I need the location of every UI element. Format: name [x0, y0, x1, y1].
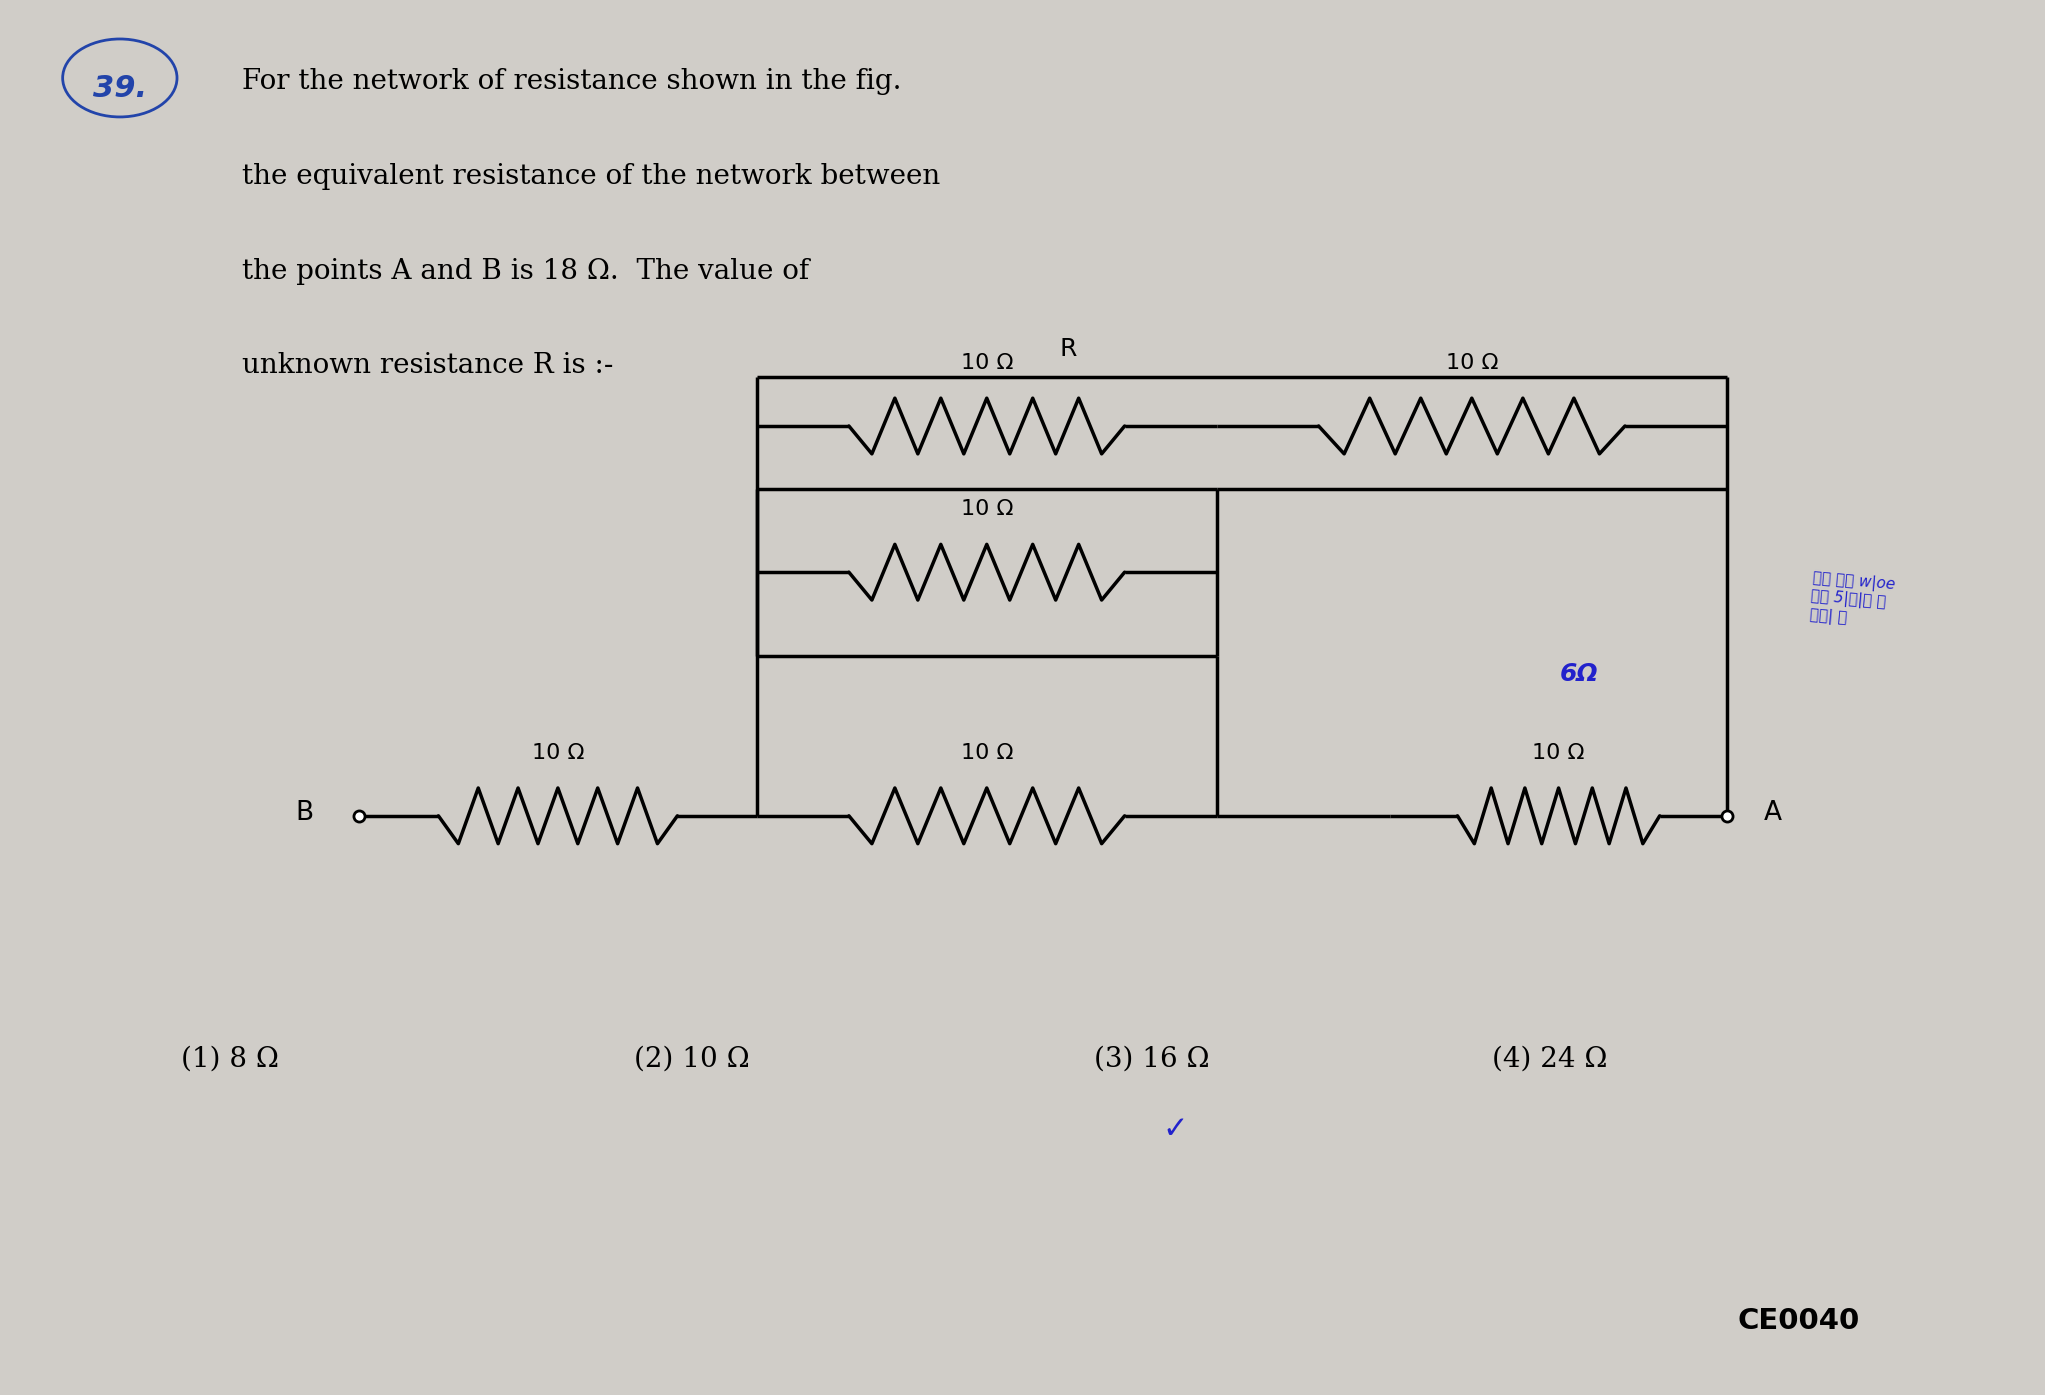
Text: एक दी w|oe
रा 5|३|र ट
२२| ट: एक दी w|oe रा 5|३|र ट २२| ट	[1808, 571, 1896, 631]
Text: (2) 10 Ω: (2) 10 Ω	[634, 1046, 751, 1073]
Text: (3) 16 Ω: (3) 16 Ω	[1094, 1046, 1209, 1073]
Text: 6Ω: 6Ω	[1560, 663, 1599, 686]
Text: For the network of resistance shown in the fig.: For the network of resistance shown in t…	[243, 68, 902, 95]
Text: CE0040: CE0040	[1738, 1307, 1859, 1335]
Text: 10 Ω: 10 Ω	[532, 744, 585, 763]
Text: A: A	[1765, 801, 1781, 826]
Text: 10 Ω: 10 Ω	[1446, 353, 1499, 372]
Text: the equivalent resistance of the network between: the equivalent resistance of the network…	[243, 163, 941, 190]
Text: the points A and B is 18 Ω.  The value of: the points A and B is 18 Ω. The value of	[243, 258, 810, 285]
Text: ✓: ✓	[1164, 1115, 1188, 1144]
Text: (4) 24 Ω: (4) 24 Ω	[1493, 1046, 1607, 1073]
Text: (1) 8 Ω: (1) 8 Ω	[182, 1046, 278, 1073]
Text: B: B	[297, 801, 313, 826]
Text: 10 Ω: 10 Ω	[961, 499, 1012, 519]
Text: 10 Ω: 10 Ω	[1532, 744, 1585, 763]
Text: 10 Ω: 10 Ω	[961, 744, 1012, 763]
Text: 10 Ω: 10 Ω	[961, 353, 1012, 372]
Text: 39.: 39.	[92, 74, 147, 103]
Text: unknown resistance R is :-: unknown resistance R is :-	[243, 352, 614, 379]
Text: R: R	[1059, 336, 1078, 360]
